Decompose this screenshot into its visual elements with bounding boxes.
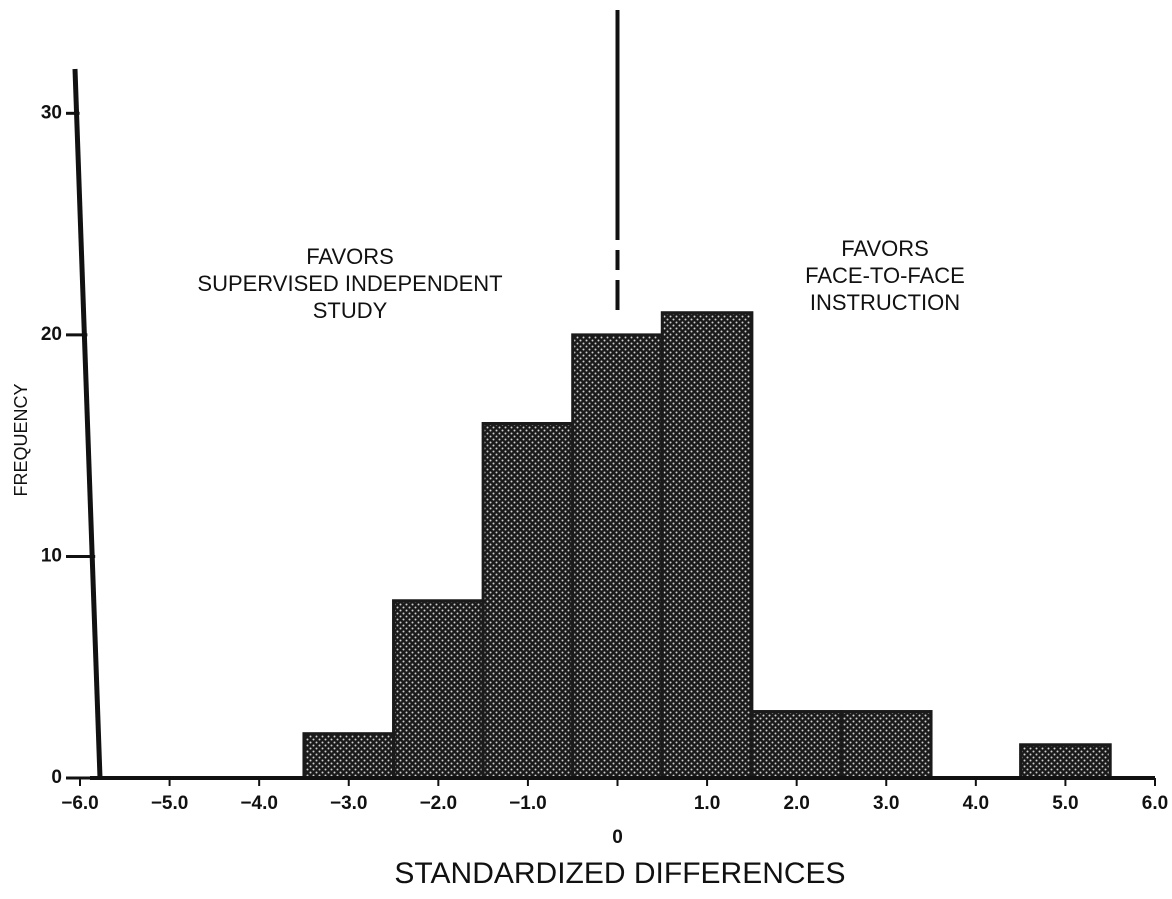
annotation: FACE-TO-FACE	[805, 263, 965, 288]
annotation: FAVORS	[306, 244, 394, 269]
histogram-bar	[571, 333, 664, 780]
x-tick-label: 3.0	[873, 793, 899, 814]
x-tick-label: −5.0	[151, 793, 189, 814]
x-tick-label: −2.0	[420, 793, 458, 814]
annotation: SUPERVISED INDEPENDENT	[197, 271, 502, 296]
x-axis-label: STANDARDIZED DIFFERENCES	[394, 857, 845, 890]
y-axis-label: FREQUENCY	[11, 383, 31, 496]
histogram-bar	[481, 422, 575, 780]
histogram-bar	[1019, 743, 1112, 780]
histogram-bar	[839, 710, 933, 780]
x-tick-label: −4.0	[240, 793, 278, 814]
histogram-bar	[392, 599, 485, 780]
x-tick-label: 2.0	[783, 793, 809, 814]
x-tick-label: −1.0	[509, 793, 547, 814]
histogram-bar	[660, 311, 754, 780]
y-tick-label: 10	[41, 545, 62, 566]
annotation: STUDY	[313, 298, 388, 323]
y-tick-label: 30	[41, 102, 62, 123]
x-tick-label: 1.0	[694, 793, 720, 814]
annotation: INSTRUCTION	[810, 290, 960, 315]
annotation: FAVORS	[841, 236, 929, 261]
histogram-bar	[302, 732, 396, 780]
x-tick-label: 0	[612, 827, 623, 848]
y-tick-label: 20	[41, 324, 62, 345]
x-tick-label: 6.0	[1142, 793, 1168, 814]
x-tick-label: −6.0	[61, 793, 99, 814]
x-tick-label: −3.0	[330, 793, 368, 814]
x-tick-label: 5.0	[1052, 793, 1078, 814]
y-tick-label: 0	[51, 767, 62, 788]
histogram-bar	[750, 710, 843, 780]
y-axis	[72, 68, 103, 779]
x-tick-label: 4.0	[963, 793, 989, 814]
